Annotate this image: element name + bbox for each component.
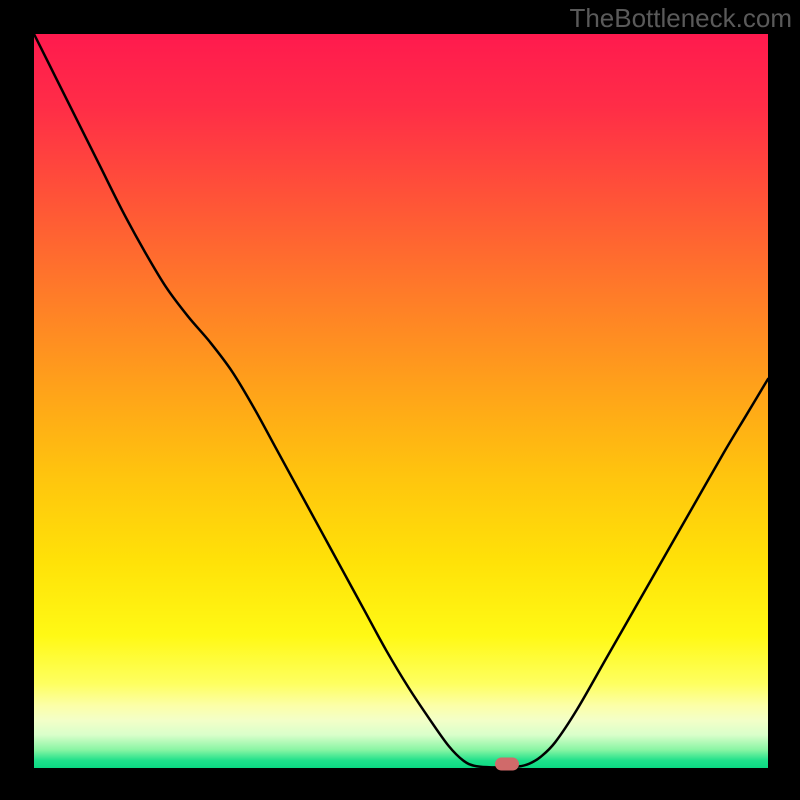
bottleneck-curve — [34, 34, 768, 768]
watermark-text: TheBottleneck.com — [569, 3, 792, 34]
optimum-marker — [495, 757, 519, 770]
plot-area — [34, 34, 768, 768]
